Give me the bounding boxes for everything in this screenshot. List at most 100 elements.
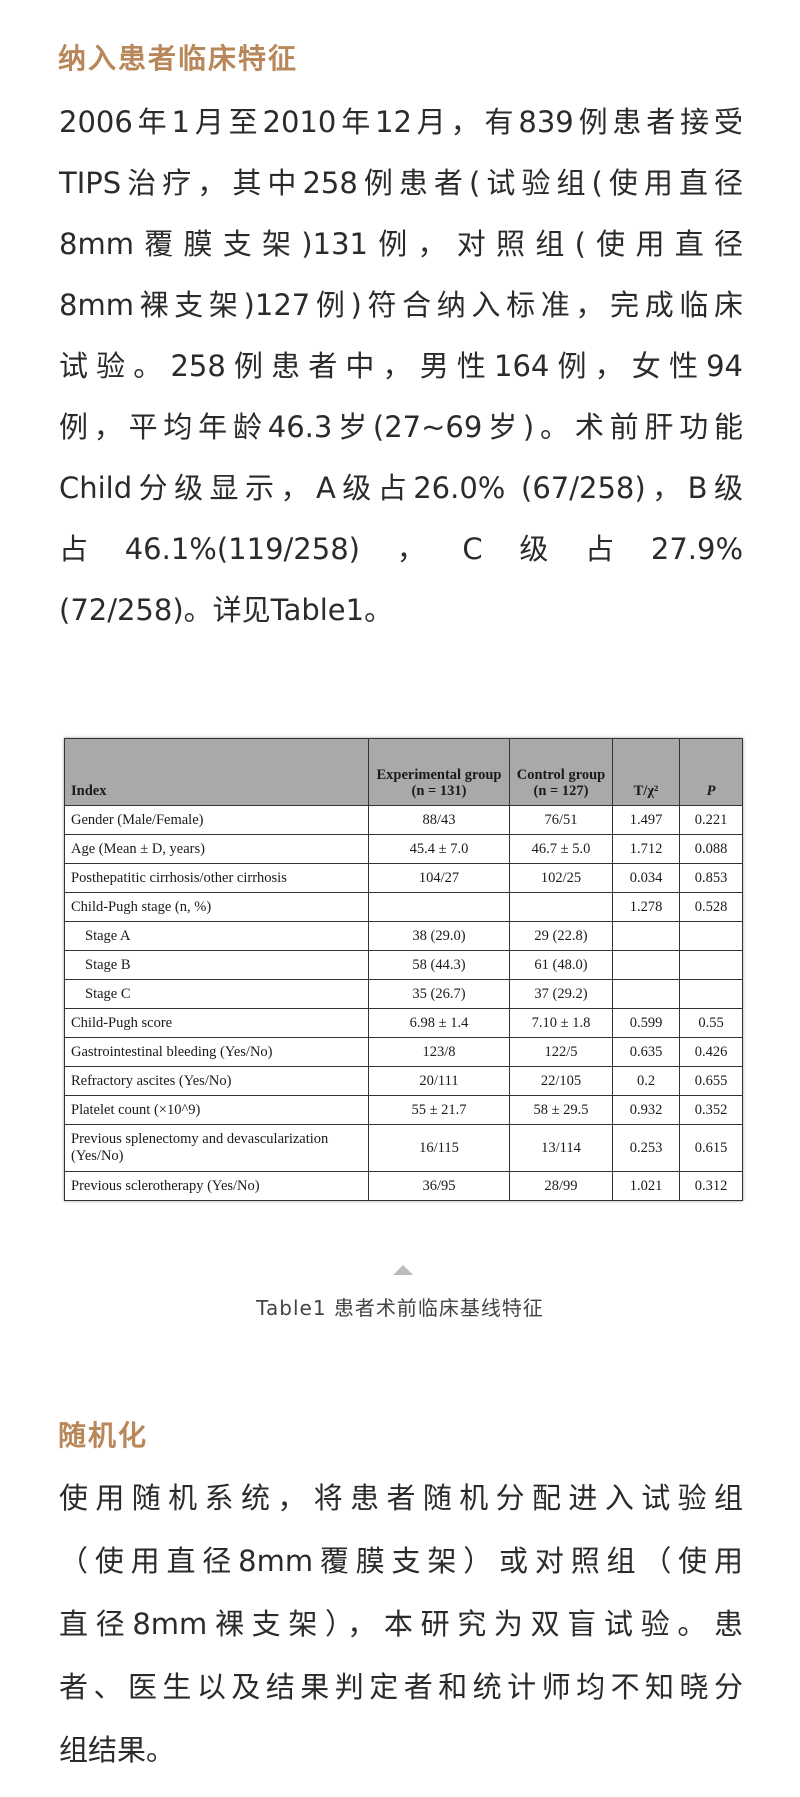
cell-experimental: 6.98 ± 1.4 <box>368 1008 510 1038</box>
text-line: 8mm覆膜支架)131例，对照组(使用直径 <box>59 227 743 261</box>
cell-statistic: 0.599 <box>612 1008 680 1038</box>
table-header-row: Index Experimental group (n = 131) Contr… <box>64 738 743 806</box>
cell-p: 0.352 <box>679 1095 743 1125</box>
header-experimental: Experimental group (n = 131) <box>368 738 510 806</box>
cell-p: 0.528 <box>679 892 743 922</box>
cell-index: Child-Pugh score <box>64 1008 369 1038</box>
cell-control: 7.10 ± 1.8 <box>509 1008 613 1038</box>
table-row: Stage C 35 (26.7) 37 (29.2) <box>64 979 743 1009</box>
cell-statistic: 0.2 <box>612 1066 680 1096</box>
cell-control: 37 (29.2) <box>509 979 613 1009</box>
cell-index: Stage B <box>64 950 369 980</box>
section-title-inclusion: 纳入患者临床特征 <box>58 42 299 75</box>
baseline-table: Index Experimental group (n = 131) Contr… <box>64 738 743 1201</box>
cell-control: 13/114 <box>509 1124 613 1172</box>
header-control: Control group (n = 127) <box>509 738 613 806</box>
table-row: Child-Pugh score 6.98 ± 1.4 7.10 ± 1.8 0.59… <box>64 1008 743 1038</box>
cell-p: 0.853 <box>679 863 743 893</box>
cell-statistic: 0.034 <box>612 863 680 893</box>
cell-index: Stage A <box>64 921 369 951</box>
cell-control: 102/25 <box>509 863 613 893</box>
cell-control: 46.7 ± 5.0 <box>509 834 613 864</box>
cell-statistic <box>612 950 680 980</box>
cell-control <box>509 892 613 922</box>
text-line: 8mm裸支架)127例)符合纳入标准，完成临床 <box>59 288 743 322</box>
text-line: TIPS治疗，其中258例患者(试验组(使用直径 <box>59 166 743 200</box>
cell-experimental: 123/8 <box>368 1037 510 1067</box>
cell-control: 122/5 <box>509 1037 613 1067</box>
text-line: (72/258)。详见Table1。 <box>59 593 394 627</box>
cell-control: 22/105 <box>509 1066 613 1096</box>
cell-experimental: 58 (44.3) <box>368 950 510 980</box>
cell-index: Age (Mean ± D, years) <box>64 834 369 864</box>
cell-index: Posthepatitic cirrhosis/other cirrhosis <box>64 863 369 893</box>
text-line: 2006年1月至2010年12月，有839例患者接受 <box>59 105 743 139</box>
inclusion-paragraph: 2006年1月至2010年12月，有839例患者接受 TIPS治疗，其中258例… <box>59 92 743 641</box>
text-line: 组结果。 <box>59 1733 176 1767</box>
cell-experimental: 36/95 <box>368 1171 510 1201</box>
text-line: 使用随机系统，将患者随机分配进入试验组 <box>59 1481 743 1515</box>
cell-index: Previous splenectomy and devascularizati… <box>64 1124 369 1172</box>
cell-p: 0.088 <box>679 834 743 864</box>
cell-statistic: 0.932 <box>612 1095 680 1125</box>
cell-p <box>679 921 743 951</box>
cell-statistic: 1.021 <box>612 1171 680 1201</box>
cell-statistic: 0.253 <box>612 1124 680 1172</box>
text-line: （使用直径8mm覆膜支架）或对照组（使用 <box>59 1544 743 1578</box>
randomization-paragraph: 使用随机系统，将患者随机分配进入试验组 （使用直径8mm覆膜支架）或对照组（使用… <box>59 1467 743 1782</box>
table-caption: Table1 患者术前临床基线特征 <box>256 1296 544 1320</box>
header-statistic: T/χ² <box>612 738 680 806</box>
text-line: Child分级显示，A级占26.0% (67/258)，B级 <box>59 471 743 505</box>
cell-p <box>679 950 743 980</box>
cell-control: 76/51 <box>509 805 613 835</box>
cell-p: 0.55 <box>679 1008 743 1038</box>
table-row: Posthepatitic cirrhosis/other cirrhosis 1… <box>64 863 743 893</box>
cell-experimental: 45.4 ± 7.0 <box>368 834 510 864</box>
cell-statistic <box>612 921 680 951</box>
cell-control: 61 (48.0) <box>509 950 613 980</box>
cell-experimental <box>368 892 510 922</box>
section-title-randomization: 随机化 <box>58 1419 149 1452</box>
cell-statistic <box>612 979 680 1009</box>
table-row: Previous splenectomy and devascularizati… <box>64 1124 743 1172</box>
cell-index: Gender (Male/Female) <box>64 805 369 835</box>
cell-control: 28/99 <box>509 1171 613 1201</box>
cell-p: 0.312 <box>679 1171 743 1201</box>
table-row: Age (Mean ± D, years) 45.4 ± 7.0 46.7 ± 5.… <box>64 834 743 864</box>
caption-arrow-icon <box>393 1265 413 1275</box>
cell-p: 0.221 <box>679 805 743 835</box>
table-row: Stage A 38 (29.0) 29 (22.8) <box>64 921 743 951</box>
text-line: 试验。258例患者中，男性164例，女性94 <box>59 349 743 383</box>
text-line: 者、医生以及结果判定者和统计师均不知晓分 <box>59 1670 743 1704</box>
cell-experimental: 35 (26.7) <box>368 979 510 1009</box>
cell-statistic: 0.635 <box>612 1037 680 1067</box>
cell-index: Platelet count (×10^9) <box>64 1095 369 1125</box>
cell-statistic: 1.278 <box>612 892 680 922</box>
cell-index: Refractory ascites (Yes/No) <box>64 1066 369 1096</box>
cell-experimental: 55 ± 21.7 <box>368 1095 510 1125</box>
cell-experimental: 38 (29.0) <box>368 921 510 951</box>
cell-experimental: 88/43 <box>368 805 510 835</box>
table-row: Stage B 58 (44.3) 61 (48.0) <box>64 950 743 980</box>
cell-experimental: 104/27 <box>368 863 510 893</box>
cell-p: 0.655 <box>679 1066 743 1096</box>
cell-control: 58 ± 29.5 <box>509 1095 613 1125</box>
table-body: Gender (Male/Female) 88/43 76/51 1.497 0.221… <box>64 805 743 1201</box>
table-row: Refractory ascites (Yes/No) 20/111 22/105 0… <box>64 1066 743 1096</box>
cell-experimental: 16/115 <box>368 1124 510 1172</box>
table-row: Previous sclerotherapy (Yes/No) 36/95 28/9… <box>64 1171 743 1201</box>
cell-statistic: 1.712 <box>612 834 680 864</box>
text-line: 例，平均年龄46.3岁(27~69岁)。术前肝功能 <box>59 410 743 444</box>
table-row: Gender (Male/Female) 88/43 76/51 1.497 0.221 <box>64 805 743 835</box>
table-row: Child-Pugh stage (n, %) 1.278 0.528 <box>64 892 743 922</box>
cell-index: Stage C <box>64 979 369 1009</box>
table-row: Gastrointestinal bleeding (Yes/No) 123/8 1… <box>64 1037 743 1067</box>
cell-index: Child-Pugh stage (n, %) <box>64 892 369 922</box>
header-p: P <box>679 738 743 806</box>
cell-p <box>679 979 743 1009</box>
cell-statistic: 1.497 <box>612 805 680 835</box>
header-index: Index <box>64 738 369 806</box>
text-line: 直径8mm裸支架），本研究为双盲试验。患 <box>59 1607 743 1641</box>
cell-experimental: 20/111 <box>368 1066 510 1096</box>
text-line: 占46.1%(119/258)，C级占27.9% <box>59 532 743 566</box>
